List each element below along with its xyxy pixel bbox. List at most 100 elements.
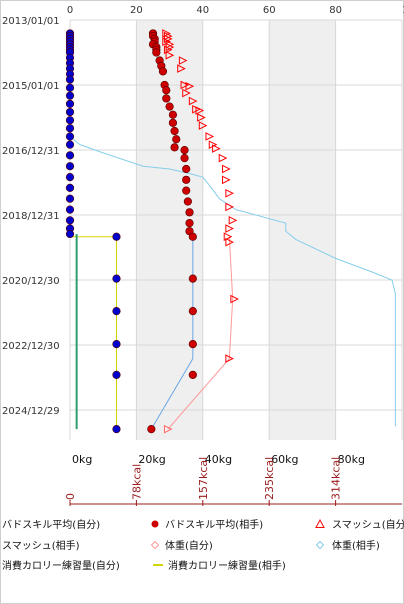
skill-self-point — [65, 75, 75, 84]
skill-opp-point — [170, 143, 179, 152]
legend: バドスキル平均(自分) バドスキル平均(相手) スマッシュ(自分) スマッシュ(相手)… — [2, 518, 404, 572]
smash-self-point — [212, 144, 221, 153]
skill-opp-point — [180, 154, 189, 163]
x-top-tick-label: 10 — [402, 5, 404, 16]
y-tick-label: 2013/01/01 — [2, 16, 60, 27]
series-marks — [65, 29, 239, 434]
y-tick-label: 2022/12/30 — [2, 341, 60, 352]
legend-label: 体重(相手) — [332, 539, 380, 552]
skill-self-point — [65, 216, 75, 225]
skill-self-point — [112, 425, 121, 434]
skill-self-point — [65, 132, 75, 141]
legend-label: スマッシュ(自分) — [332, 518, 404, 531]
skill-self-point — [65, 173, 75, 182]
weight-self-line — [167, 236, 234, 430]
x-top-tick-label: 40 — [196, 5, 209, 16]
smash-self-point — [228, 216, 238, 225]
skill-self-point — [65, 229, 75, 239]
skill-opp-point — [183, 197, 192, 206]
skill-opp-point — [170, 126, 179, 136]
skill-opp-point — [168, 110, 178, 119]
smash-opp-point — [163, 424, 173, 434]
skill-opp-point — [180, 145, 189, 155]
skill-opp-point — [185, 218, 194, 228]
skill-opp-point — [182, 175, 191, 184]
skill-self-point — [112, 307, 121, 316]
skill-self-point — [65, 151, 75, 160]
calorie-tick-label: 157kcal — [197, 457, 210, 500]
calorie-tick-label: 0 — [64, 493, 77, 500]
smash-self-point — [195, 106, 205, 115]
x-bottom-tick-label: 80kg — [338, 453, 365, 466]
skill-self-point — [112, 274, 121, 283]
legend-triangle-icon — [315, 518, 325, 528]
smash-self-point — [225, 237, 234, 247]
smash-self-point — [205, 132, 215, 141]
legend-label: 体重(自分) — [165, 539, 213, 552]
axis-labels: 2013/01/01 2015/01/01 2016/12/31 2018/12/31… — [2, 5, 404, 506]
legend-dot-icon — [151, 520, 159, 528]
skill-self-point — [112, 340, 121, 349]
skill-opp-point — [165, 102, 174, 111]
skill-opp-point — [188, 307, 197, 316]
skill-self-point — [65, 91, 75, 100]
x-bottom-tick-label: 40kg — [205, 453, 232, 466]
smash-self-point — [225, 188, 234, 198]
series-lines — [69, 138, 396, 430]
smash-self-point — [222, 175, 231, 185]
skill-opp-point — [162, 86, 171, 95]
skill-opp-point — [188, 370, 197, 380]
skill-self-point — [65, 140, 75, 149]
legend-label: 消費カロリー練習量(相手) — [168, 559, 286, 572]
smash-self-point — [165, 50, 175, 60]
weight-opp-line — [73, 138, 396, 427]
skill-self-point — [65, 107, 75, 117]
skill-self-point — [112, 232, 121, 241]
legend-diamond-icon — [315, 540, 325, 550]
x-bottom-tick-label: 20kg — [138, 453, 165, 466]
smash-self-point — [188, 96, 198, 106]
smash-self-point — [180, 80, 190, 90]
x-top-tick-label: 80 — [329, 5, 342, 16]
skill-opp-point — [185, 208, 194, 217]
skill-opp-point — [182, 186, 191, 195]
x-top-tick-label: 20 — [130, 5, 143, 16]
skill-opp-point — [168, 118, 178, 127]
smash-self-point — [197, 113, 206, 122]
skill-self-point — [65, 205, 75, 214]
smash-self-point — [198, 121, 208, 130]
skill-self-point — [112, 370, 121, 380]
skill-self-point — [65, 162, 75, 171]
y-tick-label: 2020/12/30 — [2, 276, 60, 287]
smash-self-point — [177, 64, 186, 73]
y-tick-label: 2016/12/31 — [2, 146, 60, 157]
smash-self-point — [182, 88, 191, 98]
skill-self-point — [65, 83, 75, 92]
legend-label: 消費カロリー練習量(自分) — [2, 559, 120, 572]
smash-self-point — [230, 294, 239, 304]
grid-lines — [69, 19, 403, 440]
smash-self-point — [185, 81, 195, 91]
calorie-tick-label: 314kcal — [330, 457, 343, 500]
x-top-tick-label: 60 — [263, 5, 276, 16]
smash-self-point — [178, 56, 188, 65]
skill-opp-point — [188, 340, 197, 349]
skill-opp-point — [172, 135, 181, 144]
y-tick-label: 2015/01/01 — [2, 81, 60, 92]
skill-self-point — [65, 116, 75, 125]
skill-opp-point — [188, 232, 197, 241]
calorie-tick-label: 78kcal — [130, 464, 143, 500]
skill-self-point — [65, 194, 75, 203]
smash-self-point — [225, 202, 234, 212]
smash-self-point — [162, 29, 171, 38]
skill-opp-point — [147, 425, 156, 434]
x-bottom-tick-label: 0kg — [72, 453, 92, 466]
skill-opp-point — [188, 274, 197, 283]
skill-opp-point — [182, 164, 191, 174]
smash-self-point — [222, 164, 231, 174]
skill-self-point — [65, 99, 75, 108]
skill-opp-point — [158, 67, 168, 76]
smash-self-point — [223, 232, 233, 242]
legend-label: バドスキル平均(自分) — [2, 518, 100, 531]
